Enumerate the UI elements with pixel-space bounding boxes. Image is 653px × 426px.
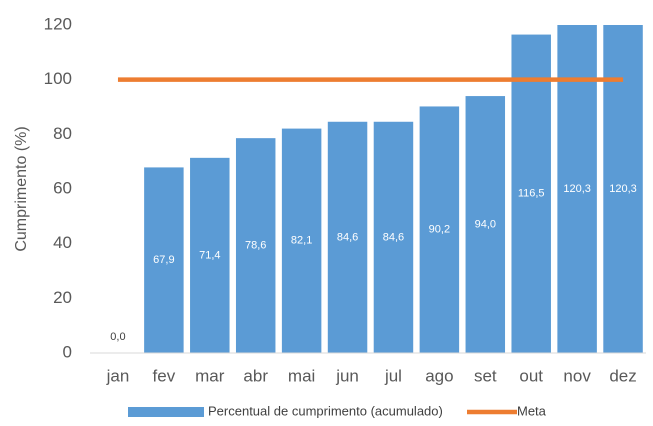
x-tick-label: jan <box>106 366 130 385</box>
data-label: 120,3 <box>609 183 637 195</box>
legend-label: Meta <box>517 403 547 418</box>
bar <box>235 138 276 353</box>
x-tick-label: jul <box>384 366 402 385</box>
y-axis-label: Cumprimento (%) <box>13 126 30 251</box>
y-tick-label: 80 <box>53 124 72 143</box>
bar <box>465 96 506 354</box>
y-tick-label: 20 <box>53 288 72 307</box>
plot-area <box>117 25 643 354</box>
y-tick-label: 120 <box>44 14 72 33</box>
bar <box>281 128 322 353</box>
y-tick-label: 0 <box>63 342 72 361</box>
x-tick-label: dez <box>609 366 636 385</box>
legend-swatch <box>128 407 204 417</box>
x-tick-label: fev <box>153 366 176 385</box>
y-tick-label: 100 <box>44 69 72 88</box>
data-label: 116,5 <box>518 188 545 200</box>
y-tick-label: 40 <box>53 233 72 252</box>
data-label: 82,1 <box>291 235 312 247</box>
bar <box>373 121 414 353</box>
data-label: 90,2 <box>429 224 450 236</box>
legend-label: Percentual de cumprimento (acumulado) <box>208 403 443 418</box>
data-label: 84,6 <box>383 231 404 243</box>
x-tick-label: ago <box>425 366 453 385</box>
data-label: 67,9 <box>153 254 174 266</box>
x-tick-label: out <box>519 366 543 385</box>
x-tick-label: set <box>474 366 497 385</box>
x-tick-label: mar <box>195 366 225 385</box>
x-tick-label: abr <box>243 366 268 385</box>
bar <box>419 106 460 353</box>
x-tick-label: jun <box>335 366 359 385</box>
bar <box>190 157 230 353</box>
bar <box>327 121 368 353</box>
data-label: 78,6 <box>245 239 266 251</box>
bar <box>144 167 184 353</box>
data-label: 84,6 <box>337 231 358 243</box>
data-label: 71,4 <box>199 249 220 261</box>
data-label: 0,0 <box>110 331 125 343</box>
x-tick-label: mai <box>288 366 315 385</box>
x-tick-label: nov <box>563 366 591 385</box>
data-label: 94,0 <box>475 218 496 230</box>
bar <box>511 34 551 354</box>
y-tick-label: 60 <box>53 178 72 197</box>
data-label: 120,3 <box>563 183 591 195</box>
